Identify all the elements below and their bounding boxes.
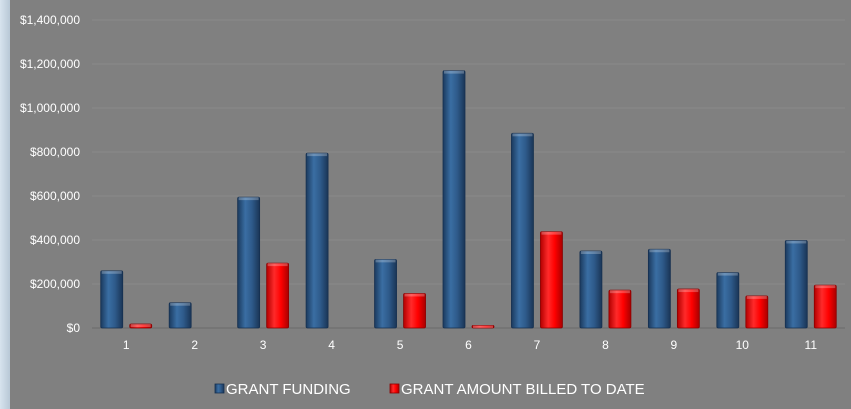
y-axis: $0 $200,000 $400,000 $600,000 $800,000 $1,000… xyxy=(20,13,80,335)
legend-label-1: GRANT FUNDING xyxy=(226,381,351,398)
bar-highlight xyxy=(307,153,328,157)
bar-highlight xyxy=(678,289,699,293)
bar-series-2-category-6 xyxy=(471,324,495,329)
bar-series-2-category-1 xyxy=(129,323,153,329)
bar-highlight xyxy=(130,324,151,328)
y-tick-label: $200,000 xyxy=(30,277,80,291)
bar-highlight xyxy=(609,290,630,294)
bar-highlight xyxy=(649,249,670,253)
bar-series-2-category-11 xyxy=(813,284,837,329)
x-tick-label: 2 xyxy=(191,338,198,352)
bar-highlight xyxy=(238,197,259,201)
x-tick-label: 9 xyxy=(671,338,678,352)
x-tick-label: 6 xyxy=(465,338,472,352)
x-axis: 1 2 3 4 5 6 7 8 9 10 11 xyxy=(123,338,817,352)
bar-series-2-category-8 xyxy=(608,289,632,329)
bar-highlight xyxy=(815,285,836,289)
y-tick-label: $1,400,000 xyxy=(20,13,80,27)
bar-highlight xyxy=(267,263,288,267)
x-tick-label: 10 xyxy=(736,338,750,352)
bar-series-1-category-2 xyxy=(168,302,192,329)
bar-series-1-category-1 xyxy=(100,270,124,329)
bar-highlight xyxy=(473,325,493,328)
x-tick-label: 4 xyxy=(328,338,335,352)
bar-series-1-category-5 xyxy=(374,258,397,329)
bar-series-2-category-10 xyxy=(745,295,769,329)
bar-series-1-category-8 xyxy=(579,250,603,329)
y-tick-label: $600,000 xyxy=(30,189,80,203)
bar-series-1-category-7 xyxy=(511,132,534,329)
bar-highlight xyxy=(746,295,767,299)
x-tick-label: 1 xyxy=(123,338,130,352)
x-tick-label: 8 xyxy=(602,338,609,352)
bar-series-1-category-11 xyxy=(784,240,808,329)
bar-highlight xyxy=(786,240,807,244)
bar-series-1-category-9 xyxy=(647,248,671,329)
left-edge-strip xyxy=(0,0,10,409)
y-tick-label: $1,200,000 xyxy=(20,57,80,71)
legend-label-2: GRANT AMOUNT BILLED TO DATE xyxy=(401,381,645,398)
legend: GRANT FUNDING GRANT AMOUNT BILLED TO DATE xyxy=(214,381,645,398)
bar-series-1-category-4 xyxy=(305,152,329,329)
y-tick-label: $0 xyxy=(67,321,81,335)
bar-highlight xyxy=(101,270,122,274)
bar-series-1-category-10 xyxy=(716,272,740,329)
bar-highlight xyxy=(541,231,562,235)
x-tick-label: 5 xyxy=(397,338,404,352)
bar-series-2-category-3 xyxy=(266,262,290,329)
bar-series-2-category-9 xyxy=(676,288,700,329)
bar-highlight xyxy=(404,293,425,297)
bar-highlight xyxy=(580,251,601,254)
y-tick-label: $800,000 xyxy=(30,145,80,159)
bar-series-2-category-5 xyxy=(403,293,426,329)
bar-highlight xyxy=(512,133,533,137)
y-tick-label: $1,000,000 xyxy=(20,101,80,115)
bar-highlight xyxy=(444,70,464,74)
x-tick-label: 7 xyxy=(534,338,541,352)
bar-series-2-category-7 xyxy=(540,231,563,329)
bars xyxy=(100,70,837,329)
legend-swatch-1 xyxy=(214,383,225,394)
bar-highlight xyxy=(170,302,191,306)
x-tick-label: 11 xyxy=(805,338,818,352)
bar-highlight xyxy=(375,259,396,263)
bar-highlight xyxy=(717,272,738,276)
bar-series-1-category-3 xyxy=(237,196,261,329)
bar-series-1-category-6 xyxy=(442,70,466,329)
x-tick-label: 3 xyxy=(260,338,267,352)
y-tick-label: $400,000 xyxy=(30,233,80,247)
legend-swatch-2 xyxy=(389,383,400,394)
